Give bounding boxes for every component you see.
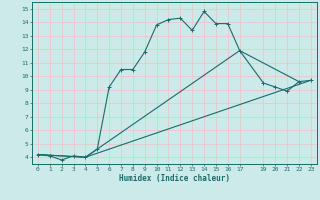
- X-axis label: Humidex (Indice chaleur): Humidex (Indice chaleur): [119, 174, 230, 183]
